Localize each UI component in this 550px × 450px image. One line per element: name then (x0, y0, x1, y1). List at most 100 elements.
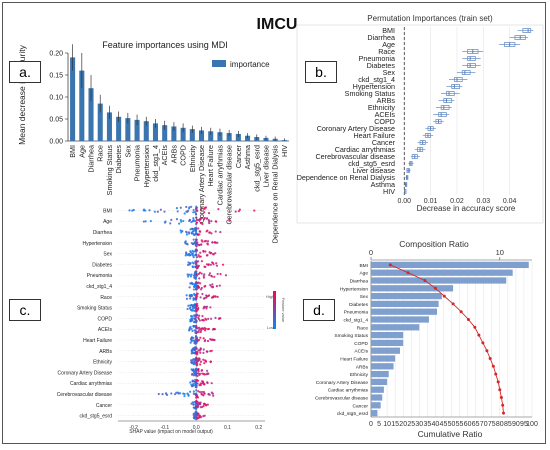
panel-c-point (209, 338, 212, 341)
panel-c-point (189, 275, 193, 278)
panel-d-cumulative-point (498, 388, 502, 392)
panel-a-xtick-label: ckd_stg1_4 (151, 145, 160, 182)
panel-c-point (186, 273, 189, 276)
panel-c-point (195, 265, 198, 268)
panel-c-point (194, 372, 197, 375)
panel-c-point (206, 254, 209, 257)
panel-d-cumulative-point (406, 271, 410, 275)
panel-c-point (195, 208, 198, 211)
panel-d-category-label: Race (357, 325, 369, 331)
panel-c-point (207, 327, 210, 331)
panel-c-point (201, 393, 204, 396)
panel-c-point (196, 281, 199, 285)
panel-c-point (219, 272, 222, 276)
panel-a-xtick-label: Diabetes (114, 145, 123, 174)
panel-c-category-label: Diarrhea (93, 230, 112, 236)
panel-c-point (195, 253, 198, 256)
panel-d-bar (371, 370, 389, 378)
panel-b-xtick-label: 0.04 (503, 198, 517, 205)
panel-c-point (201, 222, 204, 226)
panel-c-point (211, 261, 214, 264)
panel-c-point (199, 348, 202, 351)
panel-c-point (193, 210, 197, 214)
panel-b-labels: BMIDiarrheaAgeRacePneumoniaDiabetesSexck… (297, 26, 396, 196)
panel-c-category-label: Coronary Artery Disease (58, 370, 113, 376)
panel-c-point (202, 351, 205, 354)
panel-c-point (178, 222, 181, 225)
figure-frame: IMCU Feature importances using MDI Mean … (2, 2, 546, 444)
panel-c-point (196, 417, 199, 420)
panel-c-point (191, 220, 195, 223)
panel-c-point (219, 230, 222, 234)
panel-d-cumulative-point (499, 396, 503, 399)
panel-c-point (159, 208, 162, 211)
panel-c-point (195, 263, 198, 266)
panel-c-point (185, 297, 189, 300)
panel-c-point (200, 208, 203, 212)
panel-d-category-label: Hypertension (340, 286, 369, 292)
panel-c-colorbar-low: Low (267, 325, 274, 330)
panel-a-xtick-label: Ethnicity (188, 145, 197, 173)
panel-c-category-label: ARBs (99, 349, 112, 355)
panel-c-point (194, 227, 198, 230)
panel-c-point (205, 373, 208, 376)
panel-c-point (215, 264, 219, 267)
panel-c-point (195, 310, 198, 313)
panel-d-cumulative-point (488, 357, 492, 360)
panel-a-bar (97, 103, 103, 141)
panel-c-point (224, 274, 228, 277)
panel-c-point (199, 382, 202, 385)
panel-d-cumulative-point (502, 411, 506, 415)
panel-b-xtick-label: 0.00 (397, 198, 411, 205)
panel-c-point (185, 205, 188, 209)
panel-b-boxes (404, 28, 534, 194)
panel-c-category-label: ACEIs (98, 327, 113, 333)
panel-b-category-label: ckd_stg5_esrd (348, 159, 395, 168)
panel-c-category-label: Age (103, 219, 112, 225)
panel-c-point (144, 220, 147, 223)
panel-c-point (187, 209, 190, 212)
panel-b-xlabel: Decrease in accuracy score (417, 204, 516, 213)
panel-c-point (211, 253, 215, 256)
panel-c-point (204, 265, 207, 268)
panel-c-point (200, 206, 203, 209)
panel-c-point (198, 390, 202, 394)
panel-c-point (216, 241, 219, 244)
panel-d-xtick-label: 75 (488, 421, 496, 428)
panel-d-cumulative-point (501, 403, 505, 407)
panel-c-xlabel: SHAP value (impact on model output) (129, 429, 213, 435)
panel-d-category-label: Cardiac arrythmias (328, 388, 369, 394)
panel-a-xtick-label: HIV (280, 145, 289, 157)
panel-d-category-label: Smoking Status (334, 333, 368, 339)
panel-c-point (211, 392, 214, 395)
panel-c-point (198, 243, 201, 247)
panel-c-point (164, 220, 167, 223)
panel-c-point (196, 364, 199, 367)
panel-a-bar (171, 126, 177, 141)
panel-c-point (199, 406, 202, 409)
panel-c-point (200, 380, 204, 383)
panel-c-point (207, 220, 211, 223)
panel-c-point (194, 329, 197, 332)
panel-c-point (197, 414, 201, 417)
panel-c-point (186, 243, 189, 246)
panel-c-point (198, 255, 201, 258)
panel-c-point (200, 239, 203, 242)
panel-d-bar (371, 363, 394, 370)
panel-c-point (187, 394, 190, 397)
panel-a-ytick-label: 0.20 (49, 51, 63, 58)
panel-c-category-label: ckd_stg1_4 (86, 284, 112, 290)
panel-b-xticks: 0.00 0.01 0.02 0.03 0.04 (397, 198, 516, 205)
panel-a-xtick-label: Heart Failure (206, 145, 215, 187)
panel-c-point (191, 319, 194, 322)
panel-d-cumulative-point (477, 333, 481, 337)
panel-c-category-label: Diabetes (92, 262, 112, 268)
panel-c-point (191, 266, 195, 269)
panel-c-point (202, 382, 205, 385)
figure-title: IMCU (257, 16, 298, 33)
panel-c-point (253, 209, 256, 212)
panel-c-point (188, 307, 192, 310)
panel-d-gridlines (370, 261, 533, 418)
panel-c-point (202, 415, 205, 418)
panel-b-category-label: ckd_stg1_4 (358, 75, 395, 84)
